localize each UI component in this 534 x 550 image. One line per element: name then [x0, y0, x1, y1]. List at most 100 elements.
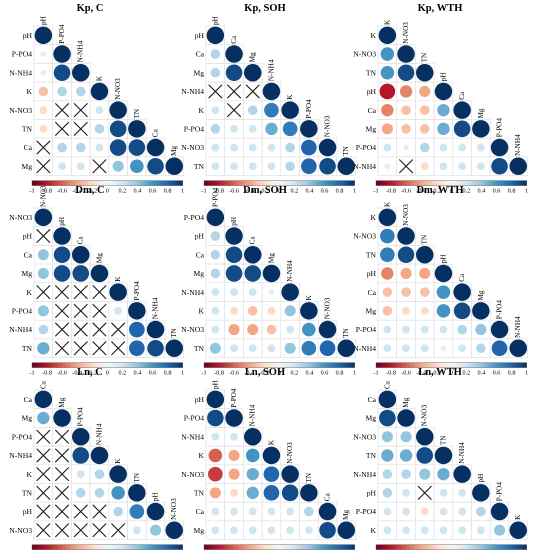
colorbar-tick-label: 0.4	[478, 370, 486, 377]
row-label: Mg	[365, 124, 376, 133]
column-label: N-NO3	[421, 404, 429, 426]
colorbar-segment	[298, 544, 303, 550]
colorbar-segment	[88, 362, 93, 368]
colorbar-tick-label: 0.2	[290, 370, 298, 377]
colorbar-segment	[519, 362, 524, 368]
colorbar-segment	[522, 544, 527, 550]
colorbar-segment	[69, 180, 74, 186]
colorbar-segment	[32, 362, 37, 368]
row-label: TN	[366, 68, 377, 77]
correlation-circle	[228, 449, 240, 461]
correlation-circle	[301, 340, 317, 356]
row-label: TN	[194, 344, 205, 353]
row-label: N-NO3	[353, 50, 376, 59]
colorbar-segment	[73, 544, 78, 550]
colorbar-tick-label: 1	[353, 188, 356, 195]
row-label: P-PO4	[184, 414, 204, 423]
correlation-panel: Dm, SOH P-PO4 P-PO4 pH pH Ca Ca Mg Mg N-NH4 N-NH4 K…	[181, 185, 356, 377]
colorbar-segment	[43, 180, 48, 186]
colorbar-segment	[402, 362, 407, 368]
correlation-circle	[109, 465, 127, 483]
correlation-circle	[284, 342, 296, 354]
colorbar-segment	[118, 180, 123, 186]
nonsignificant-cross	[208, 84, 223, 99]
correlation-circle	[381, 431, 393, 443]
colorbar-segment	[328, 362, 333, 368]
correlation-circle	[381, 267, 394, 280]
row-label: K	[199, 106, 205, 115]
colorbar-segment	[122, 544, 127, 550]
colorbar-segment	[417, 544, 422, 550]
correlation-circle	[304, 526, 313, 535]
colorbar-segment	[436, 362, 441, 368]
correlation-circle	[76, 162, 85, 171]
correlation-circle	[230, 507, 238, 516]
correlation-circle	[210, 67, 221, 78]
correlation-circle	[230, 432, 238, 441]
correlation-circle	[382, 488, 393, 498]
correlation-circle	[210, 49, 221, 59]
correlation-circle	[437, 467, 450, 481]
correlation-circle	[267, 162, 276, 171]
colorbar-segment	[50, 180, 55, 186]
correlation-circle	[436, 304, 451, 318]
colorbar-tick-label: 0	[106, 370, 109, 377]
colorbar-segment	[141, 362, 146, 368]
correlation-circle	[281, 101, 299, 119]
column-label: TN	[439, 435, 447, 445]
column-label: N-NH4	[152, 297, 160, 319]
colorbar-segment	[379, 180, 384, 186]
column-label: Ca	[77, 236, 85, 245]
column-label: Mg	[249, 52, 257, 62]
colorbar-segment	[178, 544, 183, 550]
correlation-circle	[228, 468, 240, 480]
colorbar-segment	[455, 544, 460, 550]
panel-title: Dm, SOH	[243, 185, 287, 196]
colorbar-segment	[470, 180, 475, 186]
colorbar-segment	[35, 362, 40, 368]
row-label: N-NO3	[9, 213, 32, 222]
colorbar-segment	[511, 180, 516, 186]
correlation-circle	[439, 526, 448, 535]
colorbar-segment	[335, 544, 340, 550]
correlation-circle	[72, 428, 90, 446]
colorbar-tick-label: -1	[373, 370, 378, 377]
colorbar-segment	[324, 180, 329, 186]
colorbar-segment	[39, 180, 44, 186]
correlation-circle	[302, 322, 316, 337]
correlation-circle	[494, 524, 506, 536]
correlation-circle	[476, 143, 485, 152]
correlation-circle	[94, 488, 105, 498]
column-label: Ca	[152, 128, 160, 137]
row-label: pH	[195, 395, 205, 404]
nonsignificant-cross	[54, 467, 70, 482]
correlation-circle	[286, 507, 295, 516]
colorbar-segment	[436, 544, 441, 550]
colorbar-tick-label: -0.2	[431, 370, 441, 377]
nonsignificant-cross	[54, 429, 70, 444]
colorbar-segment	[451, 544, 456, 550]
colorbar-segment	[496, 362, 501, 368]
colorbar-segment	[152, 180, 157, 186]
colorbar-segment	[178, 362, 183, 368]
colorbar-segment	[268, 362, 273, 368]
colorbar-segment	[432, 544, 437, 550]
column-label: N-NO3	[402, 22, 410, 44]
colorbar-segment	[316, 180, 322, 186]
correlation-circle	[211, 162, 220, 171]
colorbar-segment	[271, 362, 276, 368]
colorbar-segment	[58, 362, 63, 368]
correlation-circle	[225, 45, 243, 63]
correlation-circle	[420, 344, 429, 353]
colorbar-segment	[50, 544, 55, 550]
colorbar-segment	[264, 180, 269, 186]
correlation-circle	[416, 64, 434, 82]
colorbar-segment	[383, 180, 388, 186]
row-label: TN	[22, 344, 33, 353]
correlation-circle	[419, 267, 431, 279]
column-label: Ca	[39, 380, 47, 389]
row-label: Ca	[24, 395, 33, 404]
correlation-circle	[383, 344, 392, 353]
correlation-circle	[472, 302, 490, 320]
colorbar-segment	[462, 180, 467, 186]
